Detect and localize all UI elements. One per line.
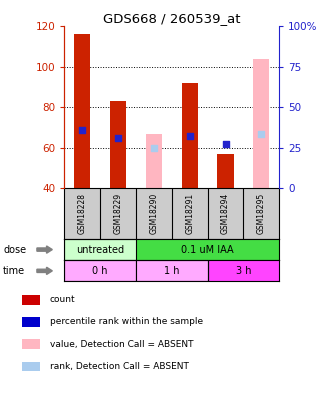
Bar: [146, 134, 162, 188]
Point: [116, 134, 121, 141]
Text: GSM18294: GSM18294: [221, 193, 230, 234]
Text: GSM18295: GSM18295: [257, 193, 266, 234]
Point: [259, 130, 264, 137]
Bar: [64, 260, 136, 281]
Text: GSM18290: GSM18290: [149, 193, 158, 234]
Bar: [110, 101, 126, 188]
Text: GSM18228: GSM18228: [78, 193, 87, 234]
Title: GDS668 / 260539_at: GDS668 / 260539_at: [103, 12, 240, 25]
Point: [187, 132, 192, 139]
Text: rank, Detection Call = ABSENT: rank, Detection Call = ABSENT: [50, 362, 189, 371]
Text: 0.1 uM IAA: 0.1 uM IAA: [181, 245, 234, 255]
Point: [151, 145, 156, 151]
Bar: [74, 34, 90, 188]
Bar: [136, 260, 208, 281]
Text: percentile rank within the sample: percentile rank within the sample: [50, 318, 203, 326]
Text: 0 h: 0 h: [92, 266, 108, 276]
Text: GSM18291: GSM18291: [185, 193, 194, 234]
Bar: [182, 83, 198, 188]
Point: [223, 141, 228, 147]
Text: 1 h: 1 h: [164, 266, 179, 276]
Bar: [64, 239, 136, 260]
Text: time: time: [3, 266, 25, 276]
Text: dose: dose: [3, 245, 26, 255]
Text: GSM18229: GSM18229: [113, 193, 123, 234]
Text: value, Detection Call = ABSENT: value, Detection Call = ABSENT: [50, 340, 193, 349]
Point: [80, 126, 85, 133]
Text: count: count: [50, 295, 75, 304]
Text: 3 h: 3 h: [236, 266, 251, 276]
Text: untreated: untreated: [76, 245, 124, 255]
Bar: [253, 59, 269, 188]
Bar: [217, 154, 234, 188]
